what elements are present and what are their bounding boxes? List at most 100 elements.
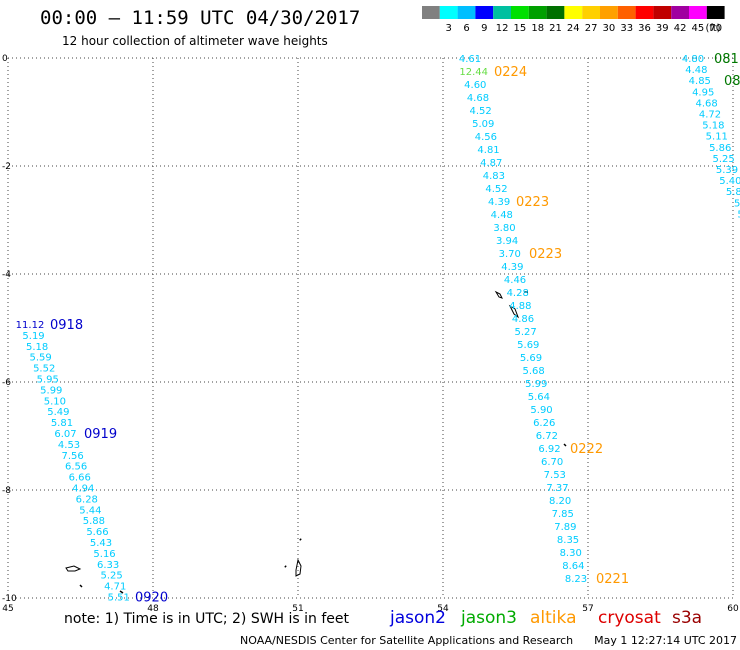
- legend-swatch: [671, 6, 689, 19]
- legend-unit: (ft): [706, 23, 721, 34]
- legend-label: 12: [496, 23, 509, 34]
- legend-swatch: [511, 6, 529, 19]
- wave-height-value: 5.16: [93, 549, 115, 560]
- wave-height-value: 6.66: [69, 473, 91, 484]
- lat-tick-label: -2: [2, 162, 11, 172]
- lon-tick-label: 48: [147, 604, 159, 614]
- track-middle: 4.61 12.44 4.60 4.68 4.52 5.09 4.56 4.81 4.87 4.8…: [459, 54, 629, 587]
- legend-swatch: [600, 6, 618, 19]
- island-seychelles-2: [508, 304, 520, 319]
- legend-swatch: [635, 6, 654, 19]
- wave-height-value: 5.95: [37, 375, 59, 386]
- wave-height-value: 5.81: [51, 418, 73, 429]
- legend-label: 3: [446, 23, 452, 34]
- wave-height-value: 5.18: [26, 342, 48, 353]
- legend-label: 18: [531, 23, 544, 34]
- map-grid: 45 48 51 54 57 60 0 -2 -4 -6 -8 -10: [2, 54, 739, 614]
- wave-height-value: 8.20: [549, 496, 571, 507]
- legend-swatch: [439, 6, 458, 19]
- wave-height-value: 6.56: [65, 462, 87, 473]
- satellite-jason2: jason2: [390, 608, 446, 628]
- pass-time-label: 0920: [135, 591, 168, 606]
- island-comoros-1: [65, 565, 82, 572]
- lat-tick-label: -10: [2, 594, 17, 604]
- wave-height-value: 5.39: [716, 165, 738, 176]
- wave-height-value: 5.59: [30, 353, 52, 364]
- wave-height-value: 6.72: [536, 431, 558, 442]
- island-seychelles-1: [494, 290, 503, 299]
- lat-tick-label: -4: [2, 270, 11, 280]
- pass-time-label: 081: [714, 52, 739, 67]
- pass-time-label: 0221: [596, 572, 629, 587]
- track-east: 4.804.484.854.954.684.725.185.115.865.25…: [682, 52, 740, 220]
- wave-height-value: 4.61: [459, 54, 481, 65]
- wave-height-value: 5: [734, 198, 740, 209]
- wave-height-value: 5.69: [517, 340, 539, 351]
- wave-height-value: 4.46: [504, 275, 526, 286]
- wave-height-value: 5.40: [719, 176, 740, 187]
- legend-swatch: [689, 6, 707, 19]
- wave-height-value: 6.33: [97, 560, 119, 571]
- wave-height-value: 4.48: [491, 210, 513, 221]
- pass-time-label: 0224: [494, 65, 527, 80]
- wave-height-value: 5.64: [528, 392, 550, 403]
- legend-label: 6: [463, 23, 469, 34]
- map-title: 00:00 – 11:59 UTC 04/30/2017: [40, 7, 361, 29]
- wave-height-value: 7.89: [554, 522, 576, 533]
- satellite-cryosat: cryosat: [598, 608, 661, 628]
- wave-height-value: 8.64: [562, 561, 584, 572]
- satellite-s3a: s3a: [672, 608, 703, 628]
- wave-height-value: 4.81: [477, 145, 499, 156]
- wave-height-value: 7.37: [546, 483, 568, 494]
- footnote: note: 1) Time is in UTC; 2) SWH is in fe…: [64, 611, 350, 627]
- wave-height-value: 6.92: [538, 444, 560, 455]
- track-west: 11.125.195.185.595.525.955.995.105.495.8…: [16, 318, 168, 606]
- wave-height-value: 6.07: [54, 429, 76, 440]
- timestamp: May 1 12:27:14 UTC 2017: [594, 634, 738, 647]
- legend-swatch: [564, 6, 583, 19]
- wave-height-value: 3.80: [493, 223, 515, 234]
- legend-swatch: [546, 6, 565, 19]
- lon-tick-label: 45: [2, 604, 13, 614]
- wave-height-value: 4.80: [682, 54, 704, 65]
- legend-label: 30: [603, 23, 616, 34]
- legend-swatch: [706, 6, 725, 19]
- wave-height-value: 11.12: [16, 320, 45, 331]
- wave-height-value: 3.70: [499, 249, 521, 260]
- wave-height-value: 5.09: [472, 119, 494, 130]
- legend-swatch: [653, 6, 672, 19]
- island-dot-1: [299, 538, 302, 541]
- wave-height-value: 4.86: [512, 314, 534, 325]
- satellite-altika: altika: [530, 608, 577, 628]
- islands: [65, 290, 567, 594]
- wave-height-value: 8.23: [565, 574, 587, 585]
- wave-height-value: 8.30: [560, 548, 582, 559]
- legend-swatch: [617, 6, 636, 19]
- legend-label: 24: [567, 23, 580, 34]
- wave-height-value: 6.70: [541, 457, 563, 468]
- wave-height-value: 5.8: [726, 187, 740, 198]
- wave-height-value: 5.25: [712, 154, 734, 165]
- island-comoros-2: [79, 584, 83, 588]
- wave-height-value: 5.52: [33, 364, 55, 375]
- island-aldabra: [295, 558, 302, 577]
- wave-height-value: 12.44: [459, 67, 488, 78]
- pass-time-label: 0918: [50, 318, 83, 333]
- wave-height-value: 4.39: [501, 262, 523, 273]
- wave-height-value: 4.56: [475, 132, 497, 143]
- map-subtitle: 12 hour collection of altimeter wave hei…: [62, 34, 328, 48]
- legend-label: 15: [514, 23, 527, 34]
- lon-tick-label: 57: [582, 604, 593, 614]
- wave-height-value: 5.27: [515, 327, 537, 338]
- legend-swatch: [422, 6, 440, 19]
- lat-tick-label: -8: [2, 486, 11, 496]
- legend-label: 21: [549, 23, 562, 34]
- wave-height-value: 6.28: [76, 494, 98, 505]
- lon-tick-label: 51: [292, 604, 303, 614]
- legend-swatch: [582, 6, 600, 19]
- island-coetivy: [563, 443, 567, 447]
- wave-height-value: 7.56: [61, 451, 83, 462]
- altimeter-tracks: 11.125.195.185.595.525.955.995.105.495.8…: [16, 52, 740, 606]
